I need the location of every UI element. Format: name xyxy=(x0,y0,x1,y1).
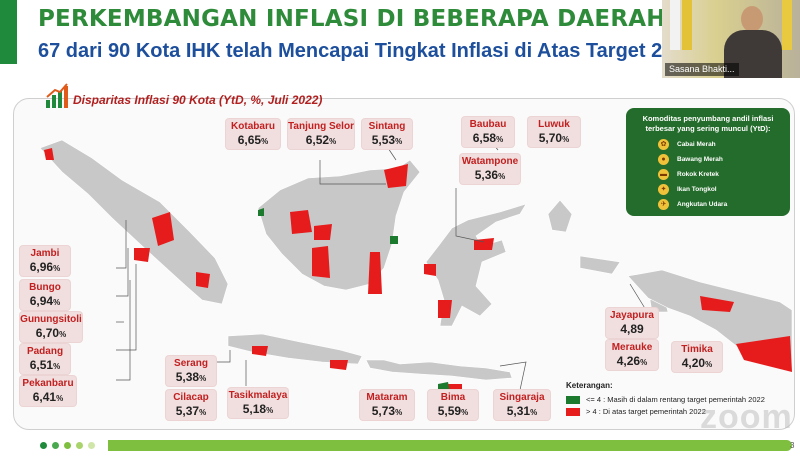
island-java xyxy=(227,333,363,365)
island-bali-nusa xyxy=(365,359,513,381)
participant-video-tile[interactable]: Sasana Bhakti... xyxy=(662,0,800,78)
chili-icon: ✿ xyxy=(658,138,669,150)
slide-progress-dots xyxy=(40,442,100,449)
region-above-target xyxy=(474,238,494,250)
dot xyxy=(64,442,71,449)
region-above-target xyxy=(438,300,452,318)
region-above-target xyxy=(330,360,348,370)
dot xyxy=(40,442,47,449)
callout-bungo: Bungo 6,94% xyxy=(20,280,70,310)
commodity-item: ✦ Ikan Tongkol xyxy=(658,182,717,196)
callout-jambi: Jambi 6,96% xyxy=(20,246,70,276)
callout-singaraja: Singaraja 5,31% xyxy=(494,390,550,420)
region-above-target xyxy=(424,264,436,276)
callout-baubau: Baubau 6,58% xyxy=(462,117,514,147)
island-sumatra xyxy=(39,139,229,305)
region-above-target xyxy=(368,252,382,294)
callout-cilacap: Cilacap 5,37% xyxy=(166,390,216,420)
callout-serang: Serang 5,38% xyxy=(166,356,216,386)
bar-chart-icon xyxy=(46,83,68,108)
swatch-green xyxy=(566,395,580,404)
callout-padang: Padang 6,51% xyxy=(20,344,70,374)
callout-merauke: Merauke 4,26% xyxy=(606,340,658,370)
region-above-target xyxy=(290,210,312,234)
participant-head xyxy=(741,6,763,32)
airplane-icon: ✈ xyxy=(658,198,669,210)
commodity-item: ✿ Cabai Merah xyxy=(658,137,716,151)
slide-footer-bar xyxy=(108,440,792,451)
map-panel-title: Disparitas Inflasi 90 Kota (YtD, %, Juli… xyxy=(73,93,323,107)
region-above-target xyxy=(314,224,332,240)
callout-gunungsitoli: Gunungsitoli 6,70% xyxy=(20,312,82,342)
commodity-item: ● Bawang Merah xyxy=(658,152,723,166)
region-above-target xyxy=(196,272,210,288)
callout-kotabaru: Kotabaru 6,65% xyxy=(226,119,280,149)
slide-accent-bar xyxy=(0,0,17,64)
callout-timika: Timika 4,20% xyxy=(672,342,722,372)
shallot-icon: ● xyxy=(658,153,669,165)
island-sulawesi xyxy=(425,203,527,327)
region-above-target xyxy=(44,148,54,160)
swatch-red xyxy=(566,407,580,416)
page-number: 3 xyxy=(790,441,795,450)
callout-pekanbaru: Pekanbaru 6,41% xyxy=(20,376,76,406)
callout-mataram: Mataram 5,73% xyxy=(360,390,414,420)
region-above-target xyxy=(384,164,408,188)
flag-decor xyxy=(682,0,692,50)
commodity-legend: Komoditas penyumbang andil inflasi terbe… xyxy=(626,108,790,216)
region-within-target xyxy=(438,382,450,392)
region-within-target xyxy=(258,208,264,216)
region-above-target xyxy=(134,248,150,262)
commodity-item: ▬ Rokok Kretek xyxy=(658,168,719,180)
callout-sintang: Sintang 5,53% xyxy=(362,119,412,149)
commodity-legend-heading: Komoditas penyumbang andil inflasi terbe… xyxy=(642,114,774,133)
dot xyxy=(76,442,83,449)
zoom-watermark: zoom xyxy=(700,398,793,436)
region-above-target xyxy=(252,346,268,356)
participant-name-label: Sasana Bhakti... xyxy=(665,63,739,76)
callout-bima: Bima 5,59% xyxy=(428,390,478,420)
slide-title: PERKEMBANGAN INFLASI DI BEBERAPA DAERAH xyxy=(38,6,666,32)
keterangan-title: Keterangan: xyxy=(566,381,613,390)
flag-decor xyxy=(782,0,792,50)
region-above-target xyxy=(152,212,174,246)
callout-connectors xyxy=(116,130,647,391)
callout-tanjung-selor: Tanjung Selor 6,52% xyxy=(288,119,354,149)
commodity-item: ✈ Angkutan Udara xyxy=(658,197,727,211)
region-above-target xyxy=(700,296,734,312)
cigarette-icon: ▬ xyxy=(658,168,669,180)
region-above-target xyxy=(312,246,330,278)
callout-tasikmalaya: Tasikmalaya 5,18% xyxy=(228,388,288,418)
region-within-target xyxy=(390,236,398,244)
fish-icon: ✦ xyxy=(658,183,669,195)
callout-watampone: Watampone 5,36% xyxy=(460,154,520,184)
region-above-target xyxy=(736,336,792,372)
keterangan-above-target: > 4 : Di atas target pemerintah 2022 xyxy=(566,407,706,416)
slide-subtitle: 67 dari 90 Kota IHK telah Mencapai Tingk… xyxy=(38,40,696,62)
keterangan-within-target: <= 4 : Masih di dalam rentang target pem… xyxy=(566,395,765,404)
flag-decor xyxy=(670,0,680,50)
dot xyxy=(52,442,59,449)
callout-luwuk: Luwuk 5,70% xyxy=(528,117,580,147)
callout-jayapura: Jayapura 4,89 xyxy=(606,308,658,338)
dot xyxy=(88,442,95,449)
